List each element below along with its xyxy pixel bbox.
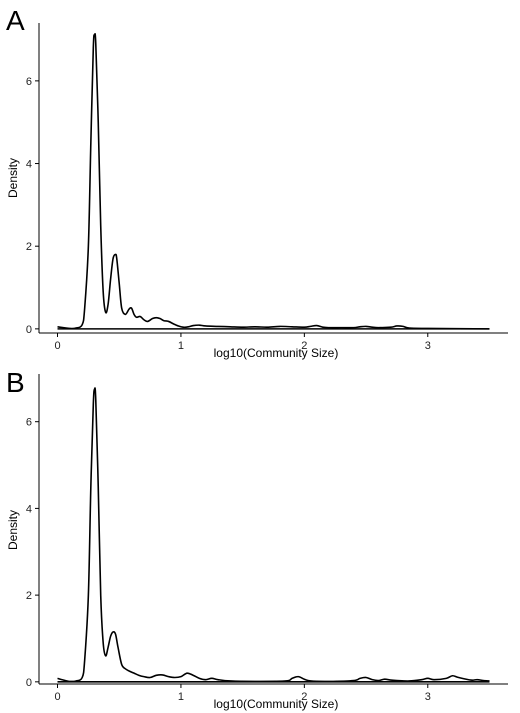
x-tick-label-b: 2 xyxy=(301,691,307,703)
x-tick-label-a: 2 xyxy=(301,340,307,352)
y-tick-label-a: 6 xyxy=(26,76,32,88)
x-axis-title-a: log10(Community Size) xyxy=(214,346,339,360)
density-curve-a xyxy=(57,33,490,330)
panel-b: B 0 1 2 3 0 2 4 6 log10(Community Size) Density xyxy=(6,367,508,711)
y-tick-label-a: 2 xyxy=(26,241,32,253)
panel-a: A 0 1 2 3 0 2 4 6 log10(Community Size) Density xyxy=(6,5,508,360)
y-tick-label-b: 4 xyxy=(26,503,32,515)
y-axis-title-a: Density xyxy=(6,158,20,198)
y-tick-label-a: 4 xyxy=(26,159,32,171)
panel-label-a: A xyxy=(6,5,25,36)
x-tick-label-a: 3 xyxy=(425,340,431,352)
ticks-a: 0 1 2 3 0 2 4 6 xyxy=(26,76,431,352)
density-curve-b xyxy=(57,387,490,683)
x-tick-label-a: 1 xyxy=(178,340,184,352)
x-tick-label-b: 0 xyxy=(54,691,60,703)
ticks-b: 0 1 2 3 0 2 4 6 xyxy=(26,417,431,703)
y-tick-label-b: 0 xyxy=(26,677,32,689)
panel-label-b: B xyxy=(6,367,25,398)
x-axis-title-b: log10(Community Size) xyxy=(214,697,339,711)
x-tick-label-a: 0 xyxy=(54,340,60,352)
y-axis-title-b: Density xyxy=(6,510,20,550)
x-tick-label-b: 3 xyxy=(425,691,431,703)
y-tick-label-b: 2 xyxy=(26,590,32,602)
y-tick-label-a: 0 xyxy=(26,324,32,336)
y-tick-label-b: 6 xyxy=(26,417,32,429)
x-tick-label-b: 1 xyxy=(178,691,184,703)
